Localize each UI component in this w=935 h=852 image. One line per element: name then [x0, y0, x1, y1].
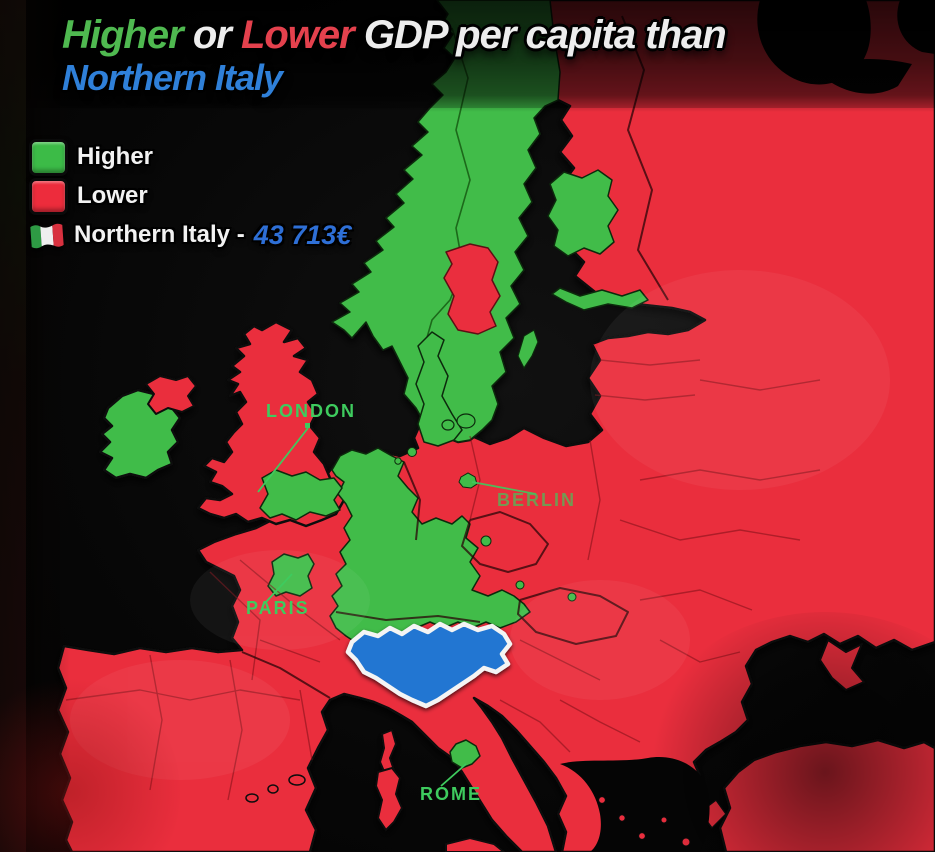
region-hamburg: [407, 447, 417, 457]
lower-swatch-icon: [29, 177, 68, 215]
legend-label-higher: Higher: [77, 143, 154, 170]
region-finland-west: [547, 169, 619, 257]
region-vienna: [567, 592, 577, 602]
sheen: [70, 270, 890, 780]
city-label-berlin: BERLIN: [471, 481, 576, 510]
legend-row-higher: Higher: [29, 138, 351, 176]
region-balearics-group: [245, 774, 306, 803]
region-aegean-island: [681, 837, 691, 847]
region-prague: [480, 535, 492, 547]
region-london: [259, 469, 343, 521]
city-label-rome: ROME: [420, 763, 482, 804]
higher-swatch-icon: [29, 138, 68, 176]
reference-gdp-value: 43 713€: [253, 219, 352, 250]
legend-label-lower: Lower: [77, 182, 148, 209]
city-label: BERLIN: [497, 490, 576, 510]
city-label: LONDON: [266, 401, 356, 421]
region-balearic-island: [245, 793, 259, 803]
region-sicily: [445, 836, 506, 852]
region-crimea: [819, 639, 865, 691]
region-balearic-island: [267, 784, 279, 794]
legend: Higher Lower Northern Italy - 43 713€: [29, 138, 351, 257]
region-turkey: [718, 738, 935, 852]
region-alpine-germany: [329, 447, 531, 649]
city-label-london: LONDON: [257, 401, 356, 493]
region-sweden-central: [443, 243, 501, 335]
title-word-rest: GDP per capita than: [363, 13, 727, 57]
region-rome: [449, 739, 481, 769]
legend-row-reference: Northern Italy - 43 713€: [29, 218, 351, 252]
title-line-1: Higher or Lower GDP per capita than: [62, 13, 727, 57]
region-balearic-island: [288, 774, 306, 786]
region-finland-south: [551, 287, 649, 311]
title-word-lower: Lower: [240, 13, 355, 57]
rome-leader-line: [440, 763, 467, 787]
city-label-paris: PARIS: [246, 573, 310, 618]
city-label: ROME: [420, 784, 482, 804]
region-northern-italy: [345, 621, 513, 709]
region-denmark-island: [456, 413, 476, 429]
region-denmark-island: [441, 419, 455, 431]
region-bremen: [394, 457, 402, 465]
legend-row-lower: Lower: [29, 177, 351, 215]
title-word-or: or: [192, 13, 232, 57]
region-aegean-island: [660, 816, 668, 824]
region-gotland: [517, 329, 539, 370]
region-northern-ireland: [145, 375, 197, 415]
london-leader-line: [257, 427, 309, 493]
italy-flag-icon: [30, 223, 64, 248]
title-word-higher: Higher: [62, 13, 184, 57]
region-berlin: [458, 472, 478, 489]
region-salzburg: [515, 580, 525, 590]
region-aegean-island: [618, 814, 626, 822]
paris-leader-line: [265, 573, 293, 603]
title-block: Higher or Lower GDP per capita than Nort…: [62, 13, 727, 99]
region-aegean-island: [638, 832, 646, 840]
berlin-leader-line: [471, 481, 537, 495]
london-marker: [305, 423, 310, 428]
city-label: PARIS: [246, 598, 310, 618]
legend-label-reference: Northern Italy -: [74, 221, 245, 248]
title-line-2: Northern Italy: [62, 57, 283, 99]
region-denmark: [415, 331, 463, 447]
region-sardinia: [374, 766, 404, 832]
region-aegean-island: [598, 796, 606, 804]
